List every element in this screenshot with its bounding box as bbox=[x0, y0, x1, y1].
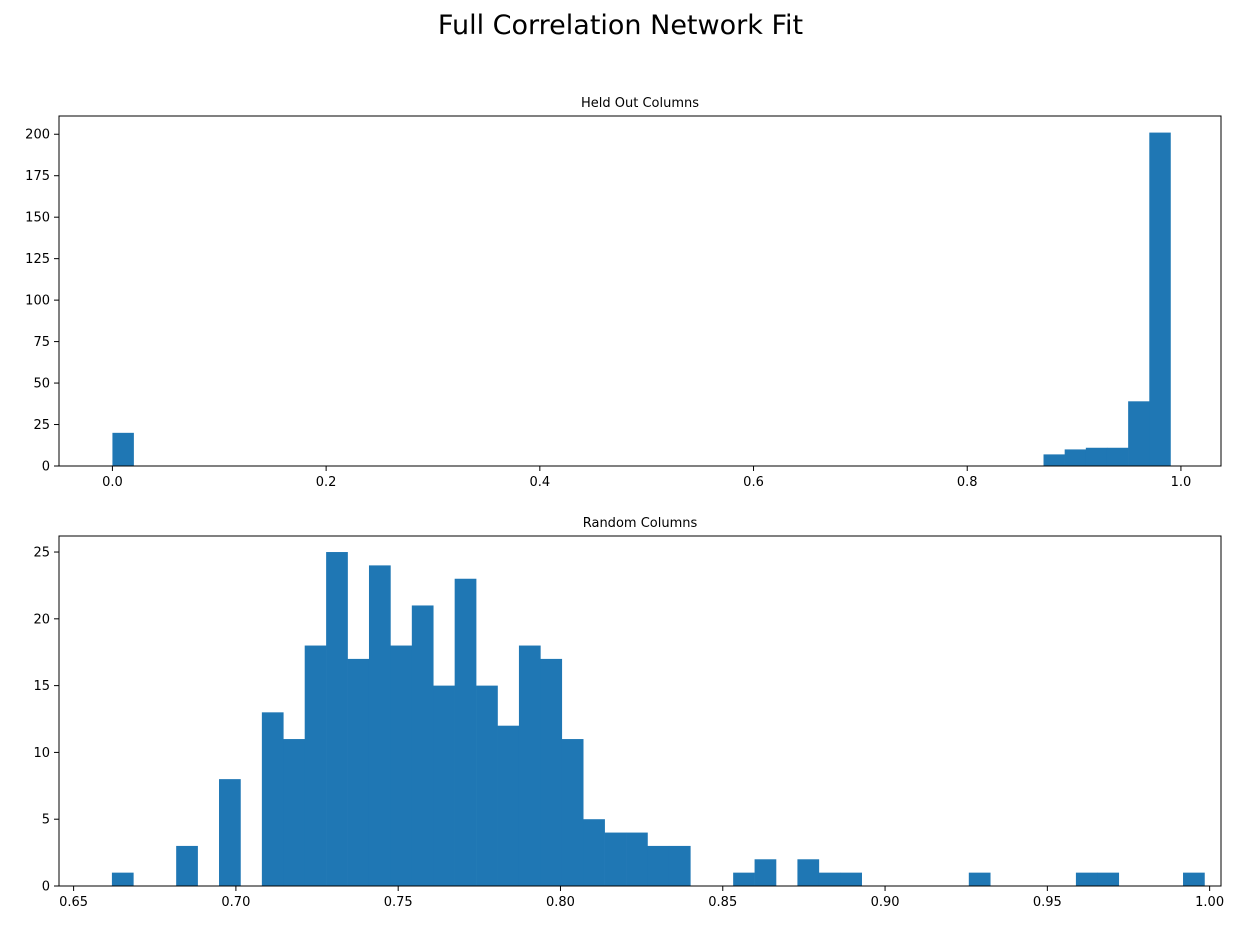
histogram-bar bbox=[797, 859, 820, 886]
histogram-bar bbox=[347, 658, 370, 886]
y-tick-label: 5 bbox=[42, 813, 50, 828]
histogram-bar bbox=[840, 872, 862, 886]
histogram-bar bbox=[754, 859, 777, 886]
histogram-bar bbox=[112, 432, 134, 466]
subplot-2: Random Columns 0.65 0.70 0.75 0.80 0.85 0.90 0.… bbox=[33, 516, 1224, 910]
x-tick-label: 0.8 bbox=[957, 475, 978, 490]
histogram-bar bbox=[1075, 872, 1098, 886]
y-tick-label: 200 bbox=[25, 128, 50, 143]
histogram-bar bbox=[604, 832, 627, 886]
histogram-bar bbox=[368, 565, 391, 886]
histogram-bar bbox=[433, 685, 455, 886]
histogram-bar bbox=[1128, 401, 1150, 466]
y-tick-label: 0 bbox=[42, 880, 50, 895]
y-tick-label: 50 bbox=[33, 377, 50, 392]
histogram-bar bbox=[454, 578, 477, 886]
subplot-title: Held Out Columns bbox=[581, 96, 699, 111]
x-tick-label: 0.90 bbox=[871, 895, 900, 910]
histogram-bar bbox=[540, 658, 563, 886]
x-tick-label: 1.00 bbox=[1195, 895, 1224, 910]
x-tick-label: 0.0 bbox=[102, 475, 123, 490]
subplot-1: Held Out Columns 0.0 0.2 0.4 0.6 0.8 1.0 0 25 50 7… bbox=[25, 96, 1222, 490]
histogram-bar bbox=[476, 685, 498, 886]
histogram-bar bbox=[1043, 454, 1065, 466]
histogram-bar bbox=[1085, 447, 1108, 466]
figure-title: Full Correlation Network Fit bbox=[437, 10, 804, 41]
histogram-bar bbox=[818, 872, 841, 886]
histogram-bar bbox=[326, 552, 348, 886]
y-tick-label: 0 bbox=[42, 460, 50, 475]
histogram-bar bbox=[1183, 872, 1205, 886]
histogram-bar bbox=[733, 872, 755, 886]
histogram-bar bbox=[390, 645, 413, 886]
y-tick-label: 75 bbox=[33, 335, 50, 350]
histogram-bar bbox=[111, 872, 134, 886]
histogram-bar bbox=[647, 845, 670, 886]
x-tick-label: 0.70 bbox=[221, 895, 250, 910]
x-tick-label: 0.2 bbox=[316, 475, 337, 490]
y-tick-label: 15 bbox=[33, 679, 50, 694]
axes-frame bbox=[58, 115, 1222, 467]
y-tick-label: 25 bbox=[33, 418, 50, 433]
x-tick-label: 0.85 bbox=[708, 895, 737, 910]
histogram-bar bbox=[668, 845, 691, 886]
histogram-bar bbox=[219, 779, 241, 886]
x-tick-label: 0.6 bbox=[743, 475, 764, 490]
histogram-bar bbox=[626, 832, 648, 886]
histogram-bar bbox=[304, 645, 327, 886]
y-tick-label: 125 bbox=[25, 252, 50, 267]
histogram-bar bbox=[1106, 447, 1129, 466]
y-tick-label: 100 bbox=[25, 294, 50, 309]
y-tick-label: 175 bbox=[25, 169, 50, 184]
x-tick-label: 1.0 bbox=[1171, 475, 1192, 490]
subplot-title: Random Columns bbox=[583, 516, 698, 531]
y-tick-label: 25 bbox=[33, 546, 50, 561]
y-tick-label: 10 bbox=[33, 746, 50, 761]
axes-frame bbox=[58, 535, 1222, 887]
histogram-bar bbox=[1064, 449, 1087, 466]
histogram-bar bbox=[583, 819, 605, 886]
histogram-bar bbox=[176, 845, 198, 886]
x-tick-label: 0.75 bbox=[384, 895, 413, 910]
x-tick-label: 0.95 bbox=[1033, 895, 1062, 910]
histogram-bar bbox=[1149, 132, 1171, 466]
histogram-bar bbox=[283, 739, 306, 886]
histogram-bar bbox=[1097, 872, 1120, 886]
histogram-bar bbox=[411, 605, 434, 886]
histogram-bar bbox=[497, 725, 520, 886]
x-tick-label: 0.65 bbox=[59, 895, 88, 910]
y-tick-label: 150 bbox=[25, 211, 50, 226]
histogram-bar bbox=[518, 645, 541, 886]
histogram-bar bbox=[261, 712, 284, 886]
x-tick-label: 0.4 bbox=[529, 475, 550, 490]
y-tick-label: 20 bbox=[33, 612, 50, 627]
histogram-bar bbox=[968, 872, 991, 886]
x-tick-label: 0.80 bbox=[546, 895, 575, 910]
histogram-bar bbox=[561, 739, 584, 886]
